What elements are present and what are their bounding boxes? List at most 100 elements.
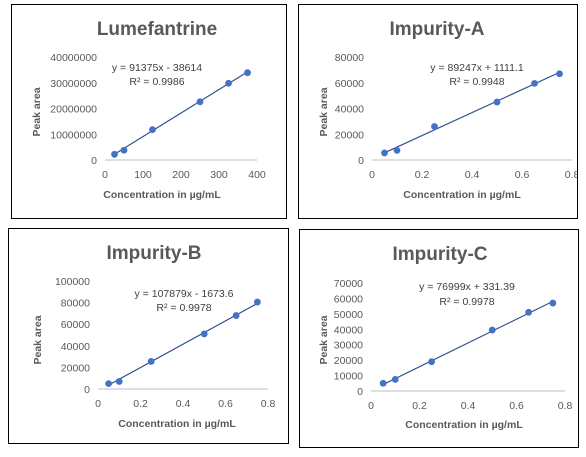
x-tick-label: 0.2 [415,169,430,181]
x-tick-label: 0.4 [176,398,191,410]
x-tick-label: 0.8 [261,398,276,410]
x-tick-label: 0.2 [133,398,148,410]
data-point [431,123,438,130]
data-point [120,146,128,154]
y-tick-label: 0 [84,384,90,396]
y-tick-label: 70000 [334,278,363,290]
data-point [105,380,113,387]
trendline-equation: y = 91375x - 38614 [112,62,202,74]
data-point [244,69,251,77]
trendline [108,302,258,386]
x-axis-title: Concentration in µg/mL [403,189,521,201]
data-point [149,126,156,134]
chart-title: Lumefantrine [97,19,217,40]
data-point [488,326,496,334]
chart-title: Impurity-A [390,19,485,40]
data-point [393,146,401,154]
trendline-equation: y = 89247x + 1111.1 [430,62,524,74]
y-tick-label: 20000 [334,355,363,367]
data-point [556,70,563,78]
data-point [428,358,436,366]
data-point [381,149,388,157]
trendline-equation: y = 107879x - 1673.6 [135,288,234,300]
chart-svg-impurity-a: Impurity-A y = 89247x + 1111.1 R² = 0.99… [318,19,577,201]
trendline [384,71,560,154]
x-tick-label: 0 [95,398,101,410]
chart-svg-impurity-b: Impurity-B y = 107879x - 1673.6 R² = 0.9… [32,243,275,430]
y-tick-label: 10000000 [50,129,97,141]
r-squared-label: R² = 0.9948 [449,76,504,88]
trendline [114,71,248,155]
r-squared-label: R² = 0.9986 [129,76,184,88]
y-axis-title: Peak area [318,315,330,364]
x-tick-label: 0.4 [461,400,476,412]
x-tick-label: 300 [210,169,228,181]
chart-panel-impurity-b: Impurity-B y = 107879x - 1673.6 R² = 0.9… [8,228,289,444]
y-tick-label: 80000 [61,298,90,310]
trendline [382,300,554,386]
plot-area: 0 10000 20000 30000 40000 50000 60000 70000 0 0.2… [334,278,573,412]
x-axis-title: Concentration in µg/mL [118,418,236,430]
x-tick-label: 0 [368,400,374,412]
data-point [493,98,501,106]
y-tick-label: 80000 [335,52,364,64]
y-tick-label: 60000 [61,319,90,331]
x-tick-label: 200 [172,169,190,181]
y-tick-label: 60000 [335,78,364,90]
x-tick-label: 0.2 [412,400,427,412]
data-point [196,98,204,106]
y-tick-label: 20000000 [50,104,97,116]
x-tick-label: 0.4 [465,169,480,181]
chart-svg-lumefantrine: Lumefantrine y = 91375x - 38614 R² = 0.9… [31,19,266,201]
data-point [232,312,240,319]
y-tick-label: 20000 [335,129,364,141]
x-tick-label: 400 [248,169,266,181]
data-point [549,299,557,307]
y-tick-label: 30000 [334,340,363,352]
x-tick-label: 0 [102,169,108,181]
data-point [253,298,261,306]
data-point [391,376,399,383]
plot-area: 0 20000 40000 60000 80000 0 0.2 0.4 0.6 0.8 [335,52,577,181]
data-point [379,379,387,387]
y-axis-title: Peak area [31,87,43,136]
y-axis-title: Peak area [318,87,330,136]
y-tick-label: 20000 [61,362,90,374]
chart-panel-impurity-c: Impurity-C y = 76999x + 331.39 R² = 0.99… [299,229,579,448]
data-point [531,79,538,87]
chart-panel-lumefantrine: Lumefantrine y = 91375x - 38614 R² = 0.9… [11,4,287,219]
y-tick-label: 60000 [334,293,363,305]
y-tick-label: 40000000 [50,52,97,64]
chart-title: Impurity-B [107,243,202,264]
x-axis-title: Concentration in µg/mL [405,419,523,431]
y-tick-label: 40000 [335,104,364,116]
y-tick-label: 10000 [334,371,363,383]
y-tick-label: 50000 [334,309,363,321]
y-tick-label: 0 [358,155,364,167]
data-point [225,79,232,87]
x-axis-title: Concentration in µg/mL [103,189,221,201]
y-axis-title: Peak area [32,315,44,364]
data-point [200,330,208,338]
x-tick-label: 100 [134,169,152,181]
y-tick-label: 100000 [55,276,90,288]
x-tick-label: 0.6 [218,398,233,410]
r-squared-label: R² = 0.9978 [439,296,494,308]
r-squared-label: R² = 0.9978 [156,302,211,314]
x-tick-label: 0.6 [509,400,524,412]
y-tick-label: 30000000 [50,78,97,90]
data-point [115,378,123,385]
data-point [525,308,533,316]
trendline-equation: y = 76999x + 331.39 [419,281,515,293]
x-tick-label: 0.8 [558,400,573,412]
chart-svg-impurity-c: Impurity-C y = 76999x + 331.39 R² = 0.99… [318,244,573,431]
plot-area: 0 10000000 20000000 30000000 40000000 0 100 200… [50,52,266,181]
y-tick-label: 40000 [334,324,363,336]
y-tick-label: 40000 [61,341,90,353]
y-tick-label: 0 [91,155,97,167]
y-tick-label: 0 [357,386,363,398]
data-point [111,150,118,158]
plot-area: 0 20000 40000 60000 80000 100000 0 0.2 0.4 0.6 0.8 [55,276,275,410]
chart-title: Impurity-C [393,244,488,265]
x-tick-label: 0 [369,169,375,181]
